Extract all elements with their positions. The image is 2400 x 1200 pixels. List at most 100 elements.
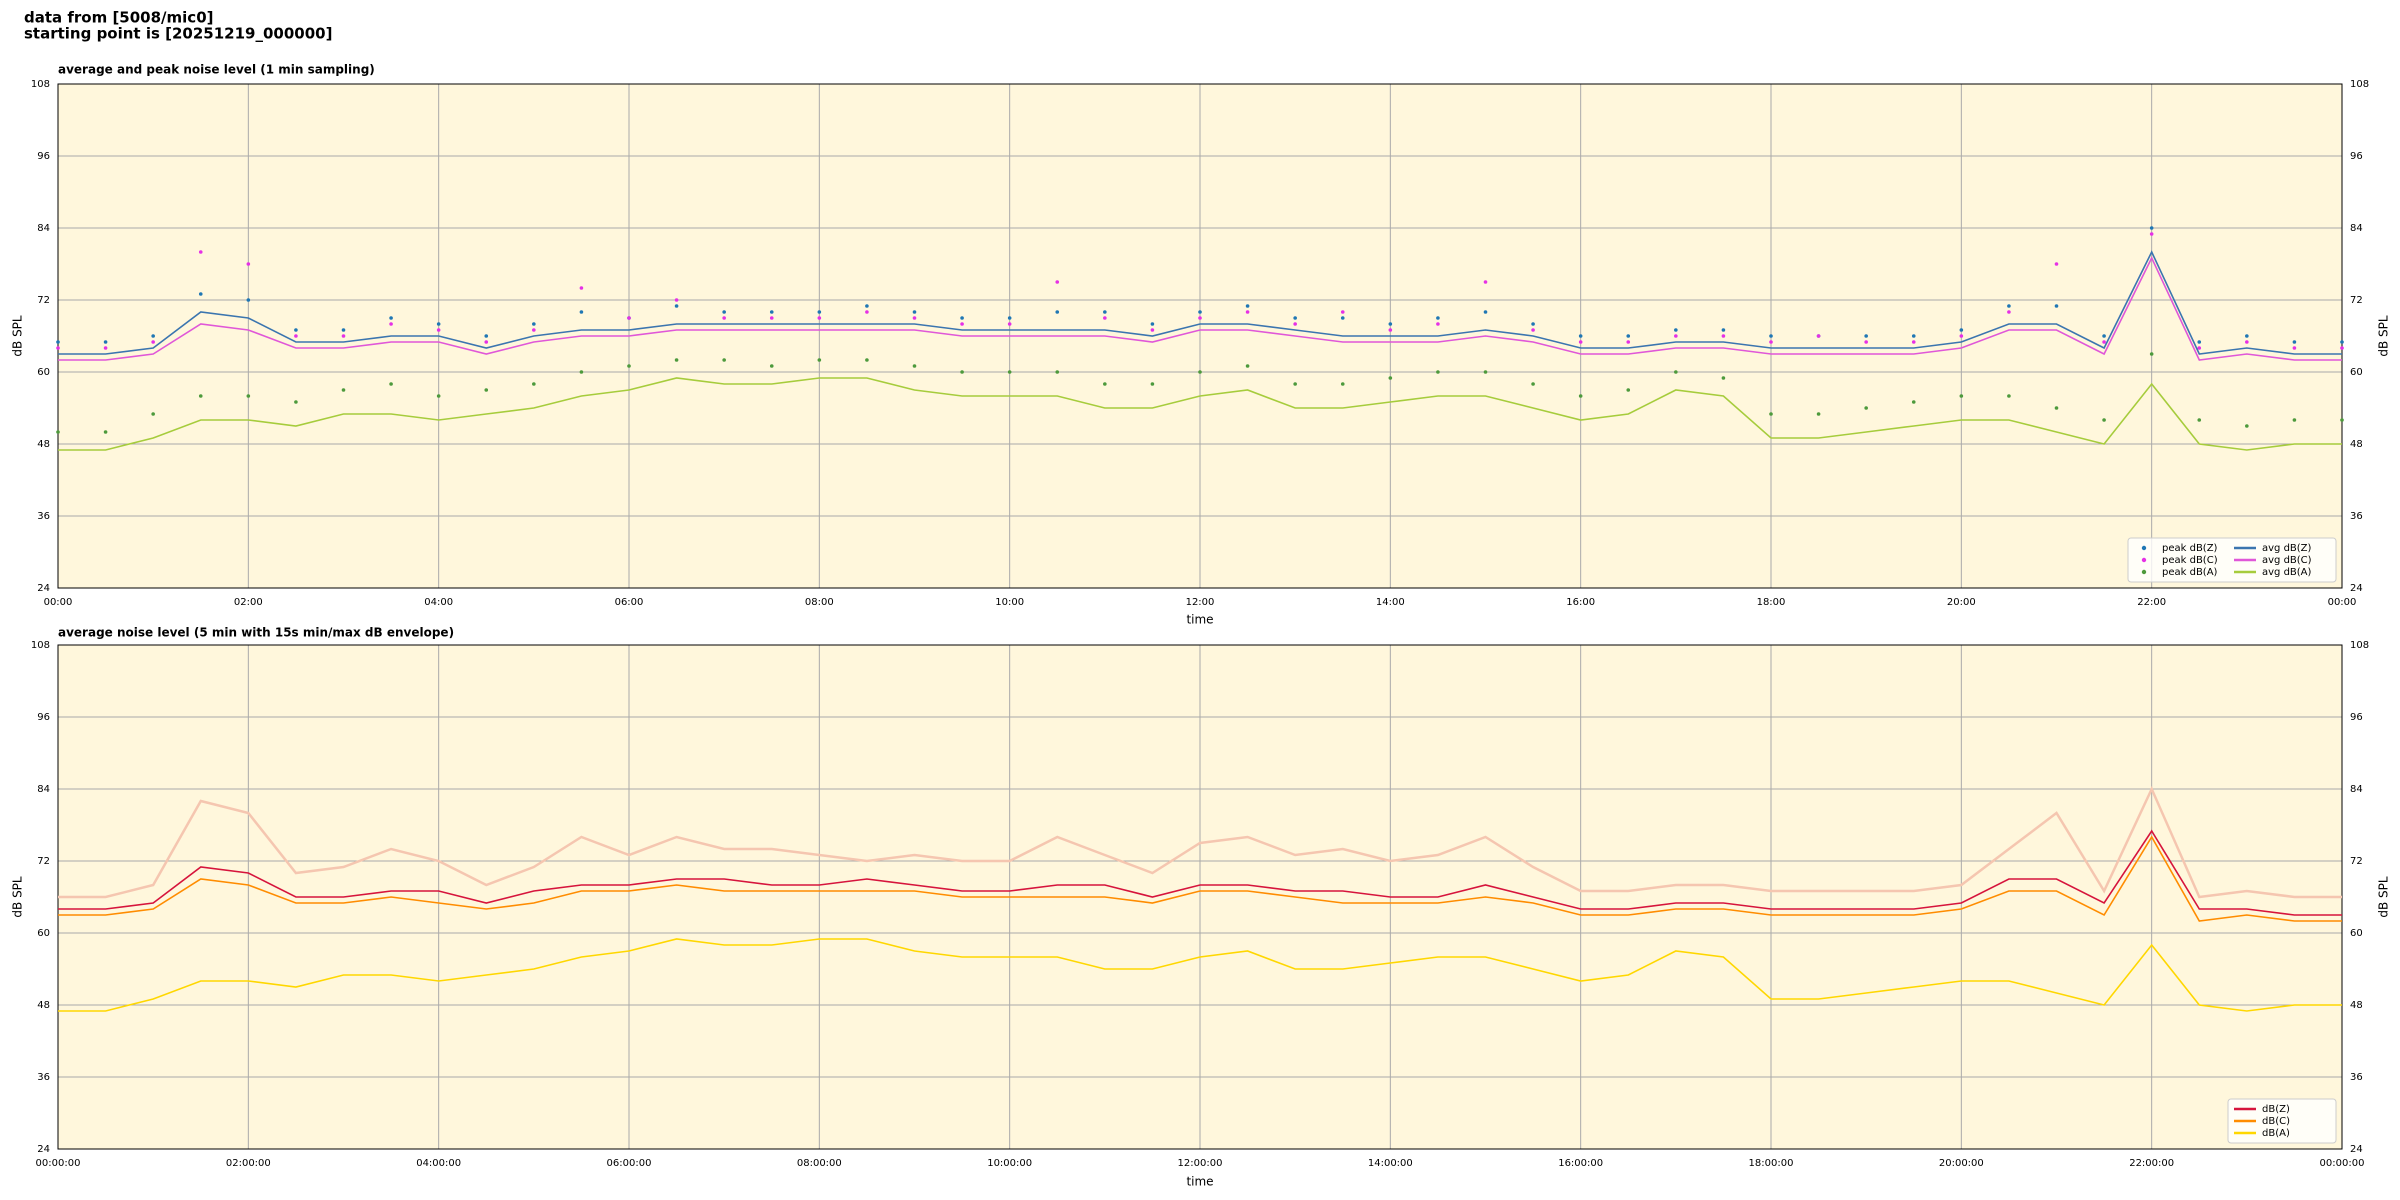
- peak-dot: [389, 322, 393, 326]
- peak-dot: [198, 250, 203, 254]
- peak-dot: [2149, 352, 2154, 356]
- peak-dot: [627, 364, 631, 368]
- peak-dot: [769, 364, 774, 368]
- peak-dot: [484, 334, 489, 338]
- peak-dot: [436, 322, 441, 326]
- peak-dot: [1674, 334, 1678, 338]
- x-tick-label: 16:00: [1566, 597, 1595, 608]
- peak-dot: [56, 430, 60, 434]
- peak-dot: [865, 358, 869, 362]
- peak-dot: [1483, 310, 1488, 314]
- peak-dot: [1769, 334, 1773, 338]
- legend-label: peak dB(C): [2162, 555, 2218, 566]
- peak-dot: [341, 328, 346, 332]
- peak-dot: [1340, 316, 1345, 320]
- peak-dot: [722, 316, 726, 320]
- peak-dot: [1055, 280, 1060, 284]
- peak-dot: [1911, 340, 1916, 344]
- x-tick-label: 12:00: [1186, 597, 1215, 608]
- y-tick-label: 60: [37, 367, 50, 378]
- peak-dot: [1626, 340, 1631, 344]
- x-tick-label: 08:00: [805, 597, 834, 608]
- legend-label: avg dB(A): [2262, 567, 2312, 578]
- peak-dot: [1864, 340, 1868, 344]
- peak-dot: [1388, 322, 1393, 326]
- y-tick-label: 84: [37, 784, 50, 795]
- y-tick-label: 84: [2350, 223, 2363, 234]
- peak-dot: [1293, 382, 1297, 386]
- peak-dot: [2292, 340, 2297, 344]
- peak-dot: [1911, 334, 1916, 338]
- x-tick-label: 08:00:00: [797, 1158, 842, 1169]
- peak-dot: [1911, 400, 1916, 404]
- peak-dot: [246, 298, 251, 302]
- peak-dot: [341, 388, 346, 392]
- peak-dot: [246, 394, 251, 398]
- plot-frame: [57, 83, 2343, 589]
- x-tick-label: 18:00: [1757, 597, 1786, 608]
- legend-marker: [2141, 557, 2147, 563]
- x-tick-label: 00:00: [2328, 597, 2357, 608]
- peak-dot: [2197, 346, 2202, 350]
- peak-dot: [1769, 340, 1773, 344]
- peak-dot: [1103, 382, 1107, 386]
- peak-dot: [1959, 328, 1964, 332]
- x-tick-label: 02:00: [234, 597, 263, 608]
- x-tick-label: 04:00: [424, 597, 453, 608]
- peak-dot: [151, 334, 155, 338]
- peak-dot: [722, 358, 726, 362]
- peak-dot: [2245, 424, 2249, 428]
- peak-dot: [722, 310, 726, 314]
- peak-dot: [2292, 418, 2297, 422]
- peak-dot: [1340, 310, 1345, 314]
- x-tick-label: 16:00:00: [1558, 1158, 1603, 1169]
- peak-dot: [1959, 394, 1964, 398]
- chart-title: average noise level (5 min with 15s min/…: [58, 626, 454, 640]
- legend-box: [2127, 537, 2337, 583]
- legend-label: peak dB(A): [2162, 567, 2218, 578]
- x-tick-label: 10:00: [995, 597, 1024, 608]
- peak-dot: [1150, 382, 1155, 386]
- peak-dot: [1055, 310, 1060, 314]
- y-tick-label: 96: [37, 712, 50, 723]
- y-tick-label: 72: [37, 295, 50, 306]
- y-tick-label: 36: [37, 511, 50, 522]
- peak-dot: [674, 304, 679, 308]
- peak-dot: [2149, 232, 2154, 236]
- peak-dot: [389, 382, 393, 386]
- peak-dot: [198, 394, 203, 398]
- peak-dot: [103, 340, 108, 344]
- peak-dot: [960, 316, 964, 320]
- x-tick-label: 18:00:00: [1749, 1158, 1794, 1169]
- peak-dot: [1483, 370, 1488, 374]
- y-tick-label: 48: [37, 439, 50, 450]
- peak-dot: [1103, 310, 1107, 314]
- y-tick-label: 60: [2350, 367, 2363, 378]
- x-tick-label: 00:00:00: [2320, 1158, 2365, 1169]
- x-tick-label: 22:00:00: [2129, 1158, 2174, 1169]
- peak-dot: [2007, 394, 2011, 398]
- legend-marker: [2141, 545, 2147, 551]
- legend-label: avg dB(C): [2262, 555, 2312, 566]
- x-axis-label: time: [1186, 1175, 1213, 1189]
- peak-dot: [1864, 334, 1868, 338]
- series-line: [58, 377, 2342, 451]
- peak-dot: [1293, 322, 1297, 326]
- x-tick-label: 06:00:00: [607, 1158, 652, 1169]
- peak-dot: [1531, 382, 1535, 386]
- x-tick-label: 00:00:00: [36, 1158, 81, 1169]
- x-tick-label: 12:00:00: [1178, 1158, 1223, 1169]
- peak-dot: [2197, 418, 2202, 422]
- peak-dot: [579, 310, 584, 314]
- peak-dot: [817, 316, 822, 320]
- peak-dot: [341, 334, 346, 338]
- peak-dot: [1007, 316, 1012, 320]
- peak-dot: [912, 310, 917, 314]
- peak-dot: [674, 358, 679, 362]
- header-line: data from [5008/mic0]: [24, 9, 214, 27]
- y-tick-label: 48: [37, 1000, 50, 1011]
- x-tick-label: 02:00:00: [226, 1158, 271, 1169]
- series-line: [58, 785, 2342, 899]
- y-tick-label: 108: [2350, 79, 2369, 90]
- peak-dot: [1959, 334, 1964, 338]
